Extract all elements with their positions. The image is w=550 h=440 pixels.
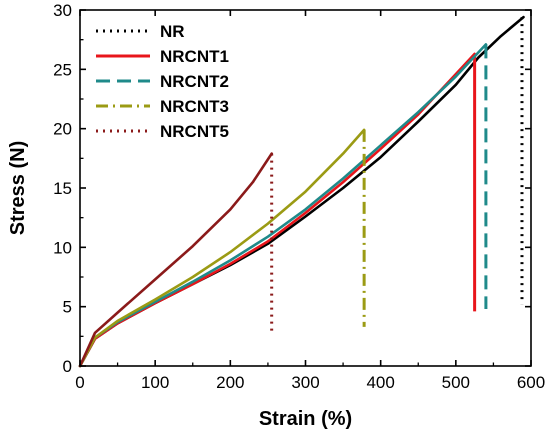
legend-label-nrcnt2: NRCNT2	[160, 72, 229, 91]
x-tick-label: 0	[75, 373, 84, 392]
legend-label-nrcnt3: NRCNT3	[160, 97, 229, 116]
x-tick-label: 600	[517, 373, 545, 392]
y-tick-label: 30	[53, 1, 72, 20]
y-tick-label: 15	[53, 179, 72, 198]
legend-label-nrcnt5: NRCNT5	[160, 122, 229, 141]
series-line-nrcnt2	[78, 43, 488, 368]
x-axis-title: Strain (%)	[259, 408, 352, 430]
plot-area	[78, 15, 525, 368]
axes: 0 100 200 300 400 500 600 0 5 10 15 20 25 30	[53, 1, 545, 392]
legend-label-nrcnt1: NRCNT1	[160, 47, 229, 66]
x-tick-label: 100	[141, 373, 169, 392]
series-line-nrcnt5	[78, 152, 274, 368]
x-tick-label: 500	[442, 373, 470, 392]
series-line-nr	[78, 15, 525, 368]
series-line-nrcnt3	[78, 128, 366, 368]
legend-label-nr: NR	[160, 22, 185, 41]
plot-frame	[79, 9, 532, 367]
series-line-nrcnt1	[78, 52, 476, 368]
x-tick-label: 400	[366, 373, 394, 392]
x-tick-label: 300	[291, 373, 319, 392]
y-tick-label: 20	[53, 120, 72, 139]
y-tick-label: 0	[63, 357, 72, 376]
x-tick-label: 200	[216, 373, 244, 392]
legend: NR NRCNT1 NRCNT2 NRCNT3 NRCNT5	[96, 22, 229, 141]
y-axis-title: Stress (N)	[7, 141, 29, 235]
y-tick-label: 25	[53, 60, 72, 79]
y-tick-label: 5	[63, 298, 72, 317]
y-tick-label: 10	[53, 238, 72, 257]
